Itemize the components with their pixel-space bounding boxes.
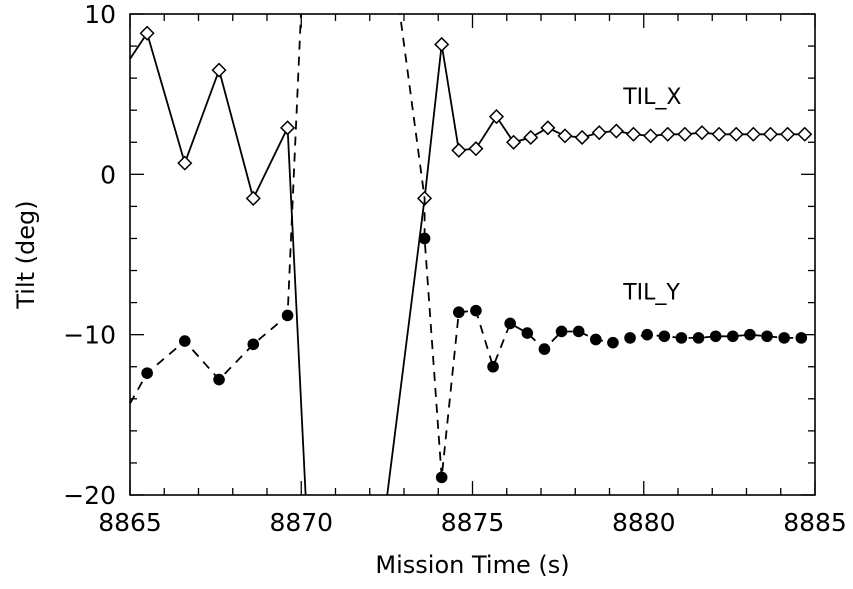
til-x-marker — [139, 25, 155, 41]
til-y-marker — [675, 332, 688, 344]
til-y-marker — [641, 328, 653, 341]
til-y-marker — [521, 327, 534, 339]
til-x-marker — [451, 142, 467, 158]
x-axis-label: Mission Time (s) — [375, 551, 569, 579]
til-y-marker — [435, 471, 448, 484]
til-x-marker — [540, 120, 556, 136]
til-y-marker — [281, 309, 294, 322]
til-x-marker — [211, 62, 227, 78]
y-tick-label: −10 — [63, 321, 116, 350]
y-tick-label: 0 — [100, 160, 116, 189]
til-y-marker — [418, 232, 431, 245]
x-tick-label: 8870 — [269, 508, 333, 537]
til-x-marker — [523, 129, 539, 146]
til-y-marker — [624, 332, 636, 344]
axes-layer: 8865 8870 8875 8880 8885 −20 −10 0 10 — [63, 0, 847, 537]
til-y-marker — [453, 306, 465, 319]
til-y-marker — [590, 333, 602, 346]
til-x-marker — [608, 123, 624, 139]
y-axis-label: Tilt (deg) — [12, 200, 40, 309]
til-y-marker — [778, 332, 790, 344]
labels-layer: Mission Time (s) Tilt (deg) TIL_X TIL_Y — [12, 85, 681, 579]
til-y-marker — [470, 304, 482, 317]
til-y-marker — [179, 335, 191, 347]
y-tick-label: 10 — [84, 0, 116, 29]
til-x-marker — [711, 126, 727, 142]
til-y-marker — [213, 373, 225, 386]
til-y-marker — [607, 336, 619, 349]
x-tick-label: 8875 — [441, 508, 505, 537]
x-tick-label: 8885 — [783, 508, 847, 537]
series-layer — [130, 14, 813, 495]
y-tick-label: −20 — [63, 481, 116, 510]
til-x-marker — [745, 126, 761, 142]
til-x-marker — [591, 125, 607, 141]
til-x-marker — [177, 155, 193, 171]
til-y-marker — [727, 330, 739, 343]
til-x-marker — [434, 36, 450, 53]
til-x-line-segment-1 — [130, 31, 307, 495]
til-y-marker — [572, 325, 585, 338]
til-y-marker — [744, 328, 756, 341]
til-x-marker — [643, 128, 659, 144]
til-x-marker — [557, 128, 573, 144]
til-y-line-segment-2 — [399, 14, 802, 478]
til-x-marker — [694, 125, 710, 141]
til-y-marker — [487, 360, 499, 373]
til-y-marker — [538, 343, 551, 355]
x-tick-label: 8880 — [612, 508, 676, 537]
til-x-line-segment-2 — [386, 44, 805, 495]
til-x-marker — [677, 126, 693, 142]
til-x-marker — [488, 109, 505, 125]
til-x-marker — [245, 190, 261, 206]
til-y-marker — [761, 330, 773, 343]
til-y-marker — [247, 338, 260, 351]
til-x-marker — [660, 126, 676, 142]
til-x-marker — [279, 120, 296, 136]
x-tick-label: 8865 — [98, 508, 162, 537]
til-y-marker — [692, 332, 705, 344]
til-y-marker — [658, 330, 671, 343]
til-x-marker — [506, 134, 522, 150]
til-x-marker — [780, 126, 796, 142]
series-annotation: TIL_X — [622, 85, 681, 110]
til-x-marker — [468, 141, 484, 157]
til-x-marker — [762, 126, 779, 142]
series-annotation: TIL_Y — [622, 280, 680, 305]
til-y-marker — [555, 325, 568, 338]
til-x-marker — [574, 129, 590, 146]
plot-frame — [129, 13, 816, 496]
til-y-marker — [504, 317, 516, 330]
til-x-marker — [625, 126, 642, 142]
til-x-marker — [728, 126, 744, 142]
til-y-marker — [141, 367, 153, 379]
til-y-marker — [709, 330, 722, 343]
til-x-marker — [797, 126, 813, 142]
til-y-marker — [795, 332, 808, 344]
